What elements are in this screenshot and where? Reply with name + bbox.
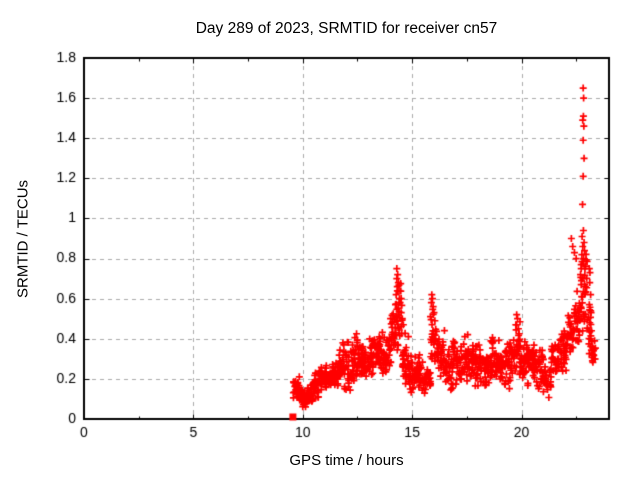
x-axis-label: GPS time / hours <box>289 452 404 469</box>
y-axis-label: SRMTID / TECUs <box>14 179 32 299</box>
chart-title: Day 289 of 2023, SRMTID for receiver cn5… <box>195 20 498 37</box>
